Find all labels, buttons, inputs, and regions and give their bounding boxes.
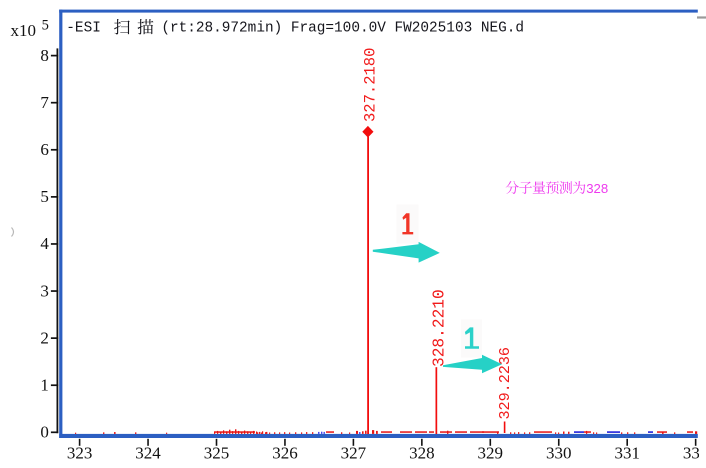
svg-text:5: 5 [42,18,49,34]
svg-text:332: 332 [683,444,706,463]
svg-text:0: 0 [40,423,49,442]
svg-text:328.2210: 328.2210 [431,289,449,367]
svg-text:x10: x10 [11,21,37,40]
svg-text:331: 331 [614,444,640,463]
svg-text:6: 6 [40,140,49,159]
svg-text:1: 1 [40,375,49,394]
svg-text:326: 326 [272,444,298,463]
svg-text:324: 324 [135,444,161,463]
svg-text:328: 328 [586,181,608,196]
svg-text:325: 325 [204,444,230,463]
svg-text:5: 5 [40,187,49,206]
svg-text:(rt:28.972min) Frag=100.0V FW2: (rt:28.972min) Frag=100.0V FW2025103 NEG… [161,21,524,37]
svg-text:8: 8 [40,46,49,65]
svg-text:4: 4 [40,234,49,253]
svg-text:323: 323 [67,444,93,463]
svg-text:-ESI: -ESI [66,21,101,37]
svg-text:330: 330 [546,444,572,463]
svg-text:7: 7 [40,93,49,112]
svg-text:327.2180: 327.2180 [362,48,380,122]
svg-text:329.2236: 329.2236 [496,347,514,419]
svg-text:329: 329 [478,444,504,463]
svg-text:328: 328 [409,444,435,463]
svg-text:327: 327 [341,444,367,463]
svg-text:2: 2 [40,328,49,347]
svg-text:3: 3 [40,281,49,300]
